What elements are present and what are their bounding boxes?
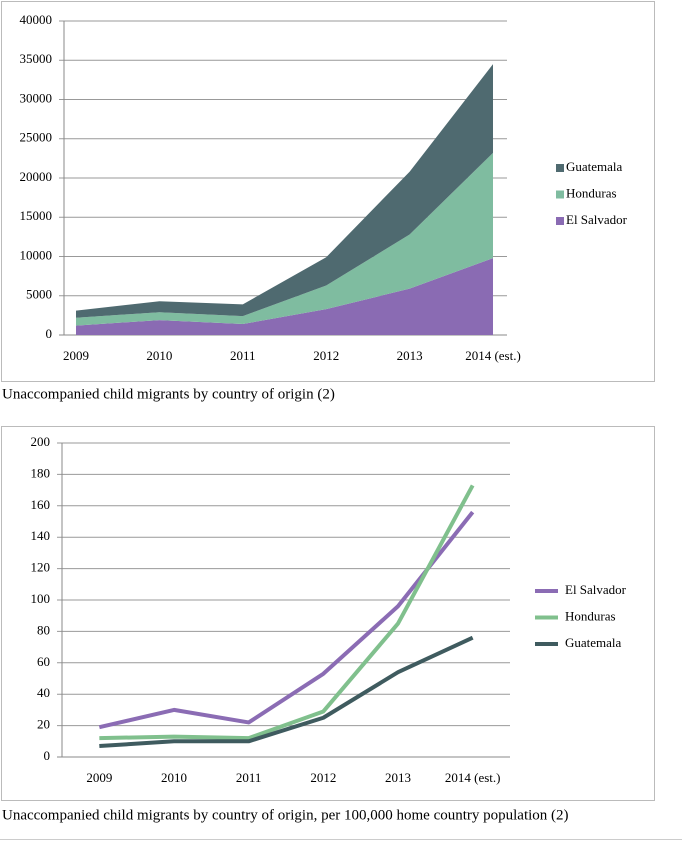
y-tick-label: 25000 [20,130,53,145]
y-tick-label: 140 [31,528,51,543]
y-tick-label: 180 [31,465,51,480]
y-tick-label: 30000 [20,90,53,105]
legend-label: El Salvador [566,212,628,227]
x-tick-label: 2009 [86,770,112,785]
y-tick-label: 80 [37,622,50,637]
line [98,510,475,730]
y-tick-label: 200 [31,434,51,449]
y-tick-label: 20000 [20,169,53,184]
y-tick-label: 35000 [20,51,53,66]
area [76,152,493,326]
legend-label: Guatemala [566,159,623,174]
caption: Unaccompanied child migrants by country … [2,386,335,402]
chart-frame [1,426,655,801]
y-tick-label: 20 [37,717,50,732]
y-tick-label: 100 [31,591,51,606]
x-tick-label: 2010 [146,348,172,363]
y-tick-label: 0 [44,748,51,763]
y-tick-label: 0 [46,326,53,341]
line [99,484,475,741]
legend-label: El Salvador [565,582,627,597]
x-tick-label: 2013 [397,348,423,363]
area [76,258,493,335]
x-tick-label: 2014 (est.) [465,348,521,363]
legend-label: Guatemala [565,635,622,650]
legend-swatch [556,217,564,225]
legend-swatch [556,190,564,199]
caption: Unaccompanied child migrants by country … [2,807,569,823]
x-tick-label: 2009 [63,348,89,363]
line [99,635,474,749]
legend-swatch [556,164,564,172]
y-tick-label: 160 [31,497,51,512]
y-tick-label: 15000 [20,208,53,223]
x-tick-label: 2013 [385,770,411,785]
chart-frame [1,1,655,382]
y-tick-label: 10000 [20,247,53,262]
legend-label: Honduras [565,608,616,623]
y-tick-label: 40 [37,685,50,700]
x-tick-label: 2014 (est.) [445,770,501,785]
area [76,64,493,318]
x-tick-label: 2012 [310,770,336,785]
x-tick-label: 2011 [230,348,256,363]
x-tick-label: 2010 [161,770,187,785]
x-tick-label: 2011 [236,770,262,785]
legend-label: Honduras [566,185,617,200]
y-tick-label: 40000 [20,12,53,27]
y-tick-label: 120 [31,560,51,575]
x-tick-label: 2012 [313,348,339,363]
y-tick-label: 5000 [26,287,52,302]
y-tick-label: 60 [37,654,50,669]
